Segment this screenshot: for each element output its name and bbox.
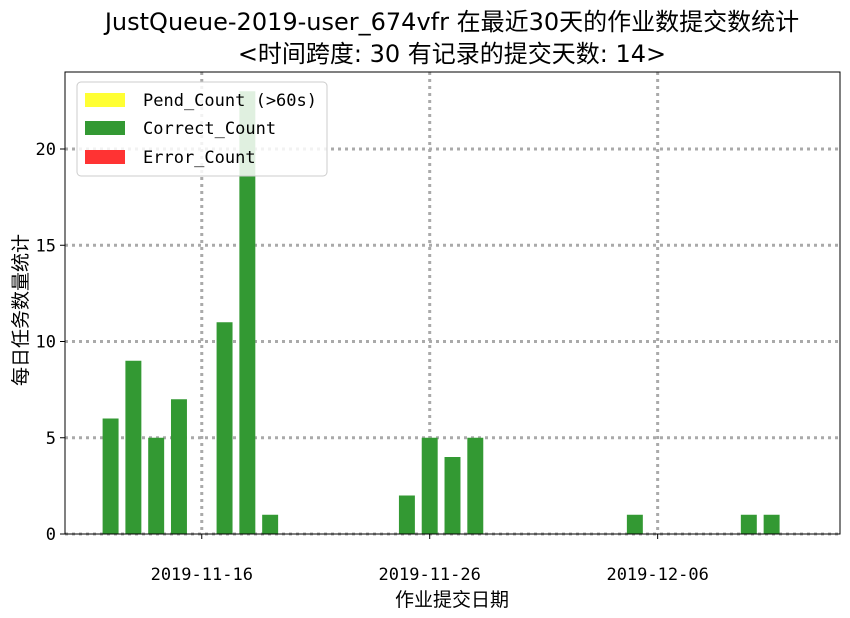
y-axis-label: 每日任务数量统计: [10, 234, 32, 386]
y-tick-label: 0: [46, 525, 56, 545]
legend: Pend_Count (>60s) Correct_Count Error_Co…: [76, 81, 328, 177]
bars-layer: [102, 91, 780, 534]
bar-correct: [102, 418, 119, 534]
legend-label-correct: Correct_Count: [143, 119, 276, 139]
bar-correct: [444, 457, 461, 534]
legend-swatch-correct: [85, 121, 125, 135]
bar-correct: [626, 514, 643, 534]
y-tick-label: 15: [36, 236, 56, 256]
y-tick-label: 20: [36, 140, 56, 160]
x-tick-label: 2019-11-16: [151, 565, 253, 585]
legend-swatch-pend: [85, 93, 125, 107]
bar-correct: [216, 322, 233, 534]
chart-title: JustQueue-2019-user_674vfr 在最近30天的作业数提交数…: [103, 8, 799, 36]
ticks-layer: 0 5 10 15 20 2019-11-16 2019-11-26 2019-12-06: [36, 140, 709, 585]
x-axis-label: 作业提交日期: [395, 589, 509, 611]
x-tick-label: 2019-12-06: [606, 565, 708, 585]
chart-subtitle: <时间跨度: 30 有记录的提交天数: 14>: [238, 40, 666, 68]
x-tick-label: 2019-11-26: [379, 565, 481, 585]
bar-correct: [148, 437, 165, 534]
bar-correct: [398, 495, 415, 534]
legend-label-error: Error_Count: [143, 148, 256, 168]
legend-swatch-error: [85, 150, 125, 164]
bar-correct: [763, 514, 780, 534]
plot-frame: [64, 71, 841, 535]
bar-correct: [125, 360, 142, 534]
legend-box: [76, 81, 328, 177]
bar-correct: [421, 437, 438, 534]
bar-correct: [170, 399, 187, 534]
bar-correct: [239, 91, 256, 534]
bar-correct: [740, 514, 757, 534]
legend-label-pend: Pend_Count (>60s): [143, 91, 317, 111]
y-tick-label: 10: [36, 333, 56, 353]
y-tick-label: 5: [46, 429, 56, 449]
bar-correct: [467, 437, 484, 534]
bar-correct: [262, 514, 279, 534]
